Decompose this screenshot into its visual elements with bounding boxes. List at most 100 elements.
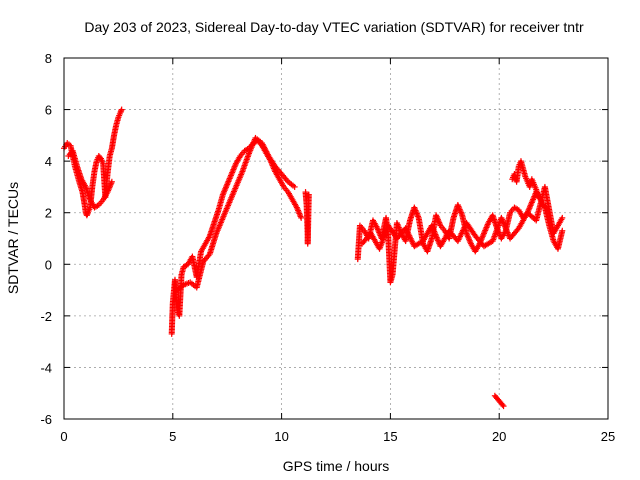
y-tick-label: 6 [45,103,52,118]
data-point-interp [288,195,295,202]
data-point-interp [305,193,312,200]
data-point-interp [532,184,539,191]
data-point-interp [118,107,125,114]
data-point-interp [275,174,282,181]
x-tick-label: 20 [492,429,506,444]
data-point-interp [506,211,513,218]
data-point-interp [99,159,106,166]
data-point-interp [219,216,226,223]
x-tick-label: 0 [60,429,67,444]
x-tick-label: 15 [383,429,397,444]
data-point-interp [499,401,506,408]
data-point-interp [199,260,206,267]
y-axis-label: SDTVAR / TECUs [5,182,21,294]
data-point-interp [519,164,526,171]
data-point-interp [514,226,521,233]
data-point-interp [84,211,91,218]
data-point-interp [86,206,93,213]
data-point-interp [277,169,284,176]
data-point-interp [215,208,222,215]
chart-title: Day 203 of 2023, Sidereal Day-to-day VTE… [84,19,584,35]
y-tick-label: -4 [40,360,52,375]
series-segment-3 [354,189,566,286]
data-point-interp [185,279,192,286]
data-point-interp [373,223,380,230]
data-point-interp [225,200,232,207]
data-point-interp [197,249,204,256]
data-point-interp [114,115,121,122]
y-tick-label: 8 [45,51,52,66]
data-point-interp [467,239,474,246]
data-point-interp [86,195,93,202]
data-point-interp [179,283,186,290]
data-point-interp [406,218,413,225]
data-point-interp [440,226,447,233]
data-point-interp [223,182,230,189]
data-point-interp [450,216,457,223]
data-point-interp [528,200,535,207]
plot-frame [63,57,609,420]
data-point-interp [106,154,113,161]
data-point-interp [77,174,84,181]
data-point-interp [521,172,528,179]
y-tick-label: 0 [45,257,52,272]
axis-ticks: 0 5 10 15 20 25 -6 -4 -2 0 2 4 6 8 [40,51,615,444]
data-point-interp [292,203,299,210]
series-segment-3c [509,158,542,201]
data-point-interp [283,177,290,184]
data-point-interp [81,182,88,189]
data-point-interp [205,234,212,241]
data-point-interp [112,123,119,130]
x-axis-label: GPS time / hours [283,458,390,474]
data-point-interp [236,154,243,161]
data-point-interp [530,179,537,186]
data-point-interp [558,216,565,223]
data-point-interp [534,192,541,199]
y-tick-label: -6 [40,412,52,427]
data-point [500,403,507,410]
data-point-interp [359,226,366,233]
series-segment-1b [65,147,115,211]
x-tick-label: 5 [169,429,176,444]
series-segment-2c [302,189,312,247]
y-tick-label: 2 [45,206,52,221]
data-point-interp [480,231,487,238]
data-point-interp [103,190,110,197]
data-point-interp [290,182,297,189]
data-point-interp [523,177,530,184]
data-point-interp [201,242,208,249]
data-point-interp [550,236,557,243]
data-point-interp [238,170,245,177]
y-tick-label: -2 [40,309,52,324]
data-point-interp [212,231,219,238]
data-point-interp [279,182,286,189]
data-point-interp [245,151,252,158]
data-point-interp [98,198,105,205]
x-tick-label: 25 [601,429,615,444]
x-tick-label: 10 [274,429,288,444]
data-point-interp [108,180,115,187]
data-point-interp [232,185,239,192]
data-point-interp [232,162,239,169]
data-point-interp [227,172,234,179]
data-point-interp [415,213,422,220]
data-point-interp [458,210,465,217]
data-point-interp [297,213,304,220]
data-point-interp [283,187,290,194]
data-point-interp [73,161,80,168]
data-point-interp [79,187,86,194]
data-point-interp [116,110,123,117]
data-point-interp [205,252,212,259]
data-point-interp [436,221,443,228]
data-point-interp [219,193,226,200]
series-segment-3d [491,392,507,410]
data-marks [61,106,566,410]
grid [64,58,608,419]
series-segment-3b [359,183,566,252]
series-segment-2b [174,134,298,294]
data-point-interp [93,159,100,166]
data-point-interp [210,221,217,228]
y-tick-label: 4 [45,154,52,169]
data-point-interp [428,236,435,243]
